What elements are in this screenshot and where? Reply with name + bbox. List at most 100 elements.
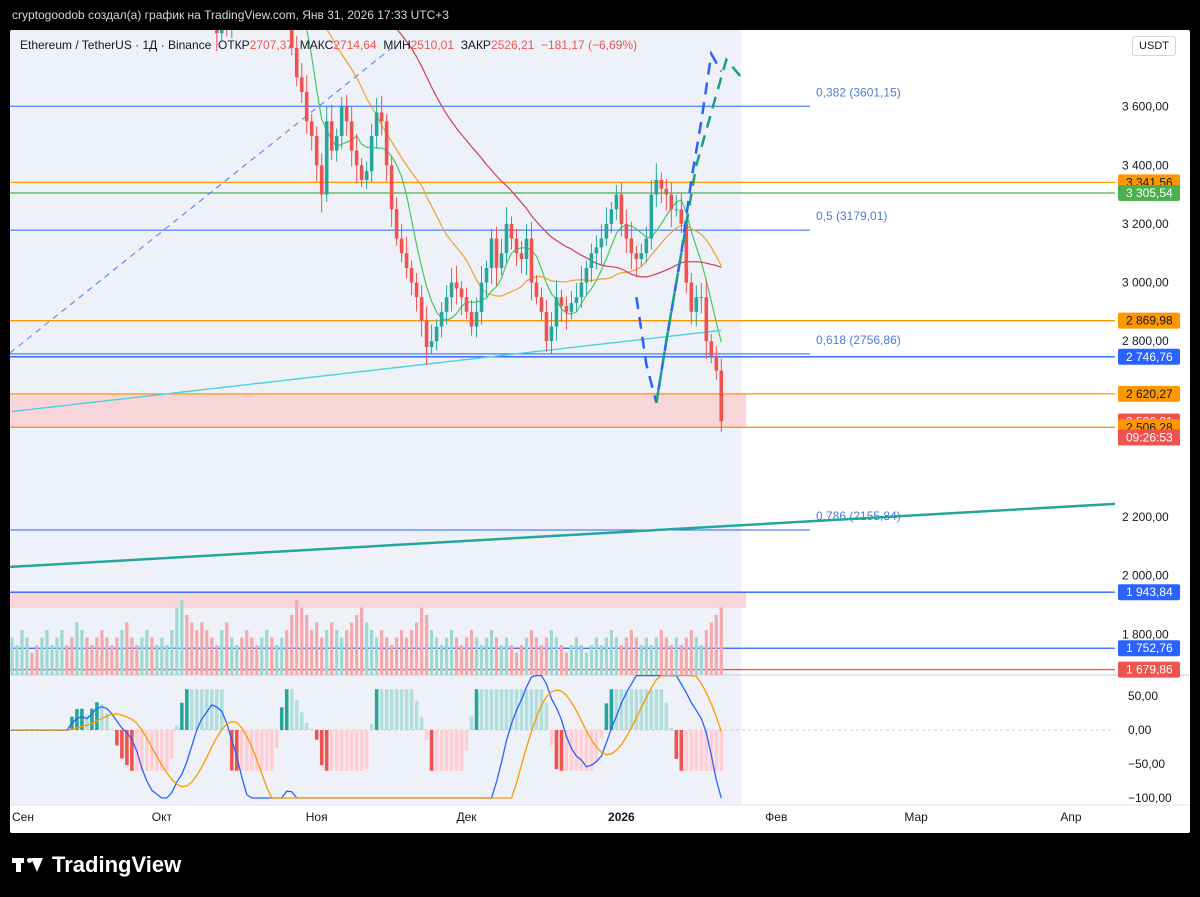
y-tick-1: 3 400,00 xyxy=(1122,158,1169,172)
volume-bar-30 xyxy=(160,637,164,675)
volume-bar-73 xyxy=(375,637,379,675)
volume-bar-129 xyxy=(654,637,658,675)
volume-bar-125 xyxy=(634,637,638,675)
volume-bar-68 xyxy=(350,622,354,675)
macd-hist-19 xyxy=(105,713,109,730)
volume-bar-119 xyxy=(604,637,609,675)
volume-bar-74 xyxy=(380,630,384,675)
candle-body-115 xyxy=(584,267,589,283)
candle-body-116 xyxy=(589,253,594,268)
price-badge-text-4: 2 620,27 xyxy=(1126,387,1173,401)
macd-hist-57 xyxy=(294,700,299,730)
macd-hist-59 xyxy=(304,722,309,730)
volume-bar-100 xyxy=(509,645,514,675)
candle-body-70 xyxy=(359,165,364,180)
volume-bar-45 xyxy=(235,645,239,675)
volume-bar-138 xyxy=(699,645,703,675)
volume-bar-112 xyxy=(569,645,574,675)
price-chart[interactable]: 0,382 (3601,15) 0,5 (3179,01) 0,618 (2756,… xyxy=(10,30,1190,833)
volume-bar-39 xyxy=(205,630,209,675)
currency-button[interactable]: USDT xyxy=(1132,36,1176,56)
candle-body-98 xyxy=(499,253,504,268)
candle-body-95 xyxy=(484,267,489,283)
macd-hist-97 xyxy=(494,689,499,730)
macd-hist-60 xyxy=(309,728,314,730)
candle-body-106 xyxy=(539,297,544,312)
tradingview-logo-icon xyxy=(12,856,44,874)
candle-body-81 xyxy=(414,282,419,298)
price-badge-text-8: 1 752,76 xyxy=(1126,641,1173,655)
macd-hist-62 xyxy=(319,730,324,766)
macd-hist-71 xyxy=(364,730,369,769)
volume-bar-82 xyxy=(419,607,424,675)
macd-hist-113 xyxy=(574,730,579,771)
x-tick-3: Дек xyxy=(457,810,478,824)
macd-hist-105 xyxy=(534,689,539,730)
candle-body-92 xyxy=(469,311,474,327)
macd-hist-27 xyxy=(145,730,149,771)
volume-bar-118 xyxy=(599,645,604,675)
macd-hist-123 xyxy=(624,689,629,730)
macd-hist-119 xyxy=(604,703,609,730)
volume-bar-10 xyxy=(60,630,64,675)
macd-hist-112 xyxy=(569,730,574,771)
volume-bar-43 xyxy=(225,622,229,675)
tradingview-logo[interactable]: TradingView xyxy=(12,852,181,878)
candle-body-83 xyxy=(424,320,429,348)
chart-panel[interactable]: 0,382 (3601,15) 0,5 (3179,01) 0,618 (2756,… xyxy=(10,30,1190,833)
candle-body-68 xyxy=(349,121,354,151)
price-badge-text-3: 2 746,76 xyxy=(1126,350,1173,364)
macd-hist-70 xyxy=(359,730,364,771)
macd-hist-74 xyxy=(379,689,384,730)
macd-hist-82 xyxy=(419,717,424,730)
open-label: ОТКР xyxy=(218,38,250,52)
volume-bar-1 xyxy=(15,645,19,675)
volume-bar-28 xyxy=(150,637,154,675)
macd-hist-44 xyxy=(229,730,234,771)
macd-hist-121 xyxy=(614,689,619,730)
volume-bar-134 xyxy=(679,645,683,675)
macd-hist-133 xyxy=(674,730,679,760)
macd-hist-108 xyxy=(549,730,554,746)
volume-bar-108 xyxy=(549,630,554,675)
y-tick-2: 3 200,00 xyxy=(1122,217,1169,231)
macd-hist-138 xyxy=(699,730,704,771)
candle-body-90 xyxy=(459,288,464,298)
volume-bar-31 xyxy=(165,645,169,675)
volume-bar-79 xyxy=(405,637,409,675)
macd-hist-116 xyxy=(589,730,594,771)
volume-bar-69 xyxy=(355,615,359,675)
y-tick-4: 2 800,00 xyxy=(1122,334,1169,348)
ma-slow-line xyxy=(396,30,722,278)
macd-hist-139 xyxy=(704,730,709,771)
volume-bar-25 xyxy=(135,645,139,675)
macd-hist-89 xyxy=(454,730,459,771)
high-label: МАКС xyxy=(299,38,334,52)
volume-bar-98 xyxy=(499,645,504,675)
candle-body-111 xyxy=(564,306,569,312)
candle-body-105 xyxy=(534,282,539,298)
candle-body-41 xyxy=(214,30,219,34)
candle-body-121 xyxy=(614,194,619,210)
macd-hist-22 xyxy=(120,730,124,759)
volume-bar-122 xyxy=(619,645,623,675)
candle-body-94 xyxy=(479,282,484,312)
macd-hist-98 xyxy=(499,689,504,730)
candle-body-65 xyxy=(334,135,339,151)
macd-hist-61 xyxy=(314,730,319,740)
volume-bar-55 xyxy=(285,630,289,675)
macd-hist-20 xyxy=(110,729,114,731)
volume-bar-2 xyxy=(20,630,24,675)
y-tick-5: 2 200,00 xyxy=(1122,510,1169,524)
macd-hist-100 xyxy=(509,689,514,730)
candle-body-123 xyxy=(624,223,629,239)
change-value: −181,17 (−6,69%) xyxy=(541,38,638,52)
symbol-label[interactable]: Ethereum / TetherUS · 1Д · Binance xyxy=(20,38,212,52)
macd-hist-115 xyxy=(584,730,589,771)
price-badge-text-9: 1 679,86 xyxy=(1126,663,1173,677)
macd-hist-63 xyxy=(324,730,329,771)
volume-bar-135 xyxy=(684,637,688,675)
candle-body-119 xyxy=(604,223,609,239)
macd-hist-131 xyxy=(664,702,669,730)
volume-bar-131 xyxy=(664,637,668,675)
